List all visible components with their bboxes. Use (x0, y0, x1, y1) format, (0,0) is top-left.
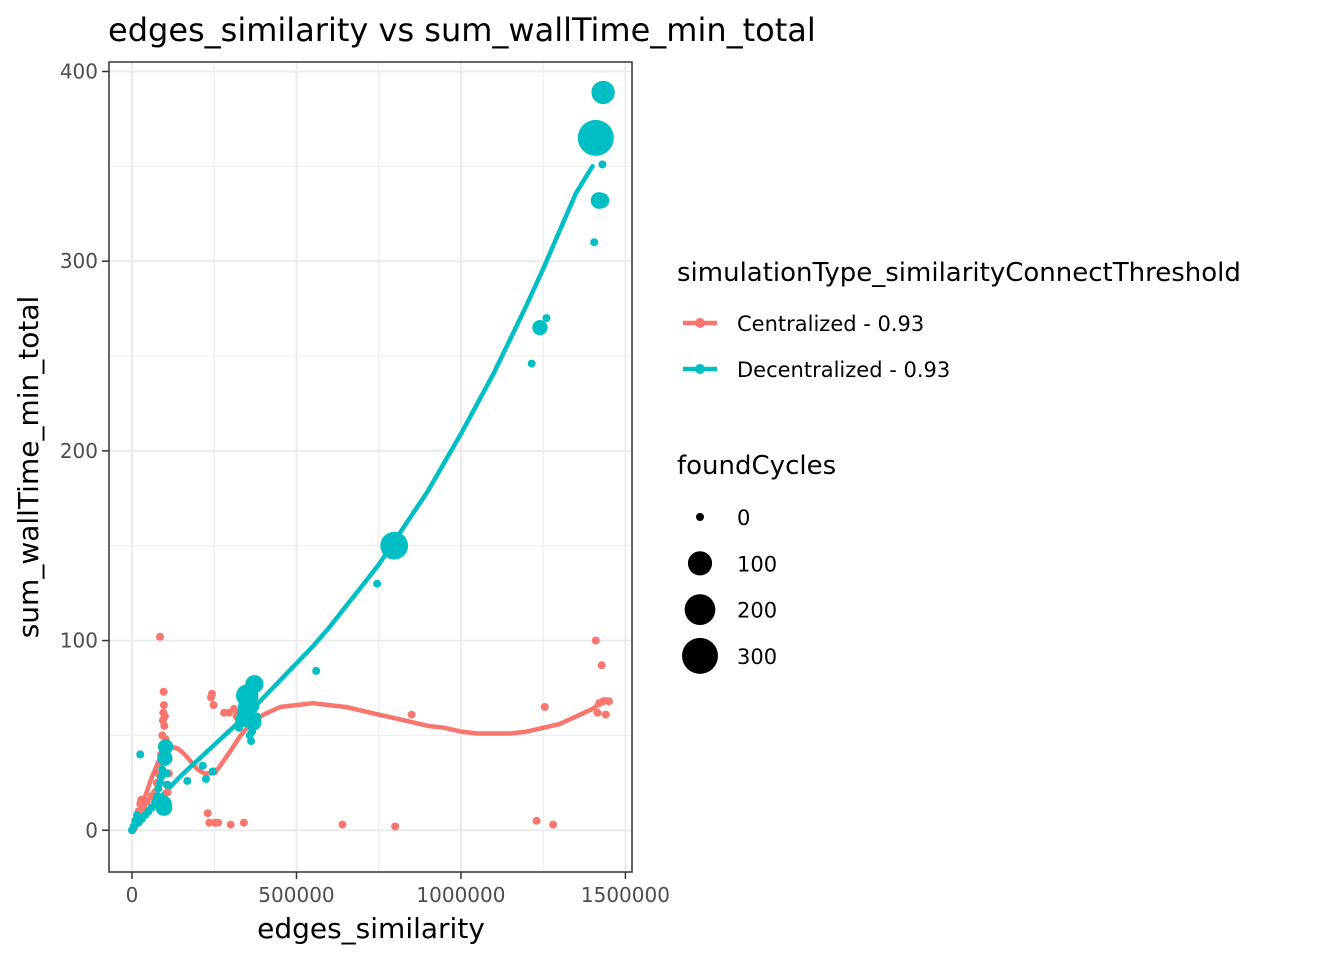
color-legend: simulationType_similarityConnectThreshol… (677, 258, 1241, 382)
data-point-centralized (549, 820, 558, 829)
data-points (128, 80, 615, 835)
data-point-decentralized (532, 320, 548, 336)
size-legend-key (684, 594, 716, 625)
legend-label: Centralized - 0.93 (737, 312, 924, 336)
data-point-decentralized (241, 696, 260, 715)
y-tick-label: 300 (60, 249, 98, 273)
size-legend: foundCycles 0 100 200 300 (677, 451, 836, 674)
data-point-centralized (160, 712, 169, 721)
data-point-decentralized (591, 80, 615, 105)
data-point-centralized (226, 820, 235, 829)
y-axis-title: sum_wallTime_min_total (12, 296, 45, 639)
data-point-centralized (209, 701, 218, 710)
plot-background (109, 62, 632, 872)
legend-label: Decentralized - 0.93 (737, 358, 950, 382)
x-axis: 0 500000 1000000 1500000 (126, 872, 670, 907)
data-point-decentralized (183, 776, 192, 785)
data-point-centralized (593, 708, 602, 717)
data-point-centralized (203, 809, 212, 818)
data-point-centralized (208, 689, 216, 698)
data-point-centralized (205, 818, 214, 827)
data-point-centralized (599, 697, 608, 706)
data-point-decentralized (247, 737, 256, 746)
size-legend-key (687, 551, 713, 576)
data-point-decentralized (157, 750, 173, 766)
size-legend-key (696, 513, 704, 521)
data-point-centralized (532, 816, 541, 825)
data-point-centralized (163, 788, 172, 797)
trend-line-centralized (129, 697, 608, 833)
data-point-centralized (214, 818, 223, 827)
data-point-decentralized (158, 739, 174, 755)
data-point-decentralized (312, 666, 321, 675)
chart-title: edges_similarity vs sum_wallTime_min_tot… (108, 11, 816, 49)
data-point-decentralized (157, 773, 165, 782)
data-point-centralized (156, 632, 164, 641)
data-point-decentralized (590, 238, 599, 247)
plot-panel (108, 61, 633, 873)
data-point-decentralized (527, 359, 536, 368)
data-point-decentralized (594, 192, 610, 209)
data-point-centralized (160, 721, 169, 730)
data-point-decentralized (253, 712, 261, 721)
y-tick-label: 0 (85, 818, 98, 842)
size-legend-label: 300 (737, 645, 777, 669)
size-legend-title: foundCycles (677, 451, 836, 481)
data-point-centralized (597, 661, 606, 670)
data-point-centralized (407, 710, 416, 719)
x-tick-label: 500000 (258, 883, 334, 907)
data-point-centralized (391, 822, 400, 831)
x-tick-label: 1000000 (416, 883, 505, 907)
data-point-centralized (601, 710, 610, 719)
grid-minor (109, 62, 632, 872)
data-point-decentralized (136, 750, 145, 759)
data-point-decentralized (380, 531, 409, 560)
data-point-decentralized (155, 799, 173, 816)
data-point-centralized (159, 701, 168, 710)
data-point-centralized (159, 687, 168, 696)
y-tick-label: 400 (60, 59, 98, 83)
size-legend-label: 0 (737, 506, 750, 530)
data-point-decentralized (202, 775, 210, 783)
data-point-centralized (239, 818, 248, 827)
data-point-centralized (338, 820, 347, 829)
size-legend-key (682, 637, 718, 674)
x-tick-label: 1500000 (581, 883, 670, 907)
data-point-decentralized (245, 675, 264, 694)
data-point-centralized (591, 636, 600, 645)
data-point-centralized (142, 797, 151, 806)
legend-key-point (695, 364, 705, 374)
size-legend-label: 200 (737, 599, 777, 623)
x-tick-label: 0 (126, 883, 139, 907)
color-legend-title: simulationType_similarityConnectThreshol… (677, 258, 1241, 288)
data-point-decentralized (198, 761, 207, 770)
y-tick-label: 100 (60, 629, 98, 653)
x-axis-title: edges_similarity (257, 912, 485, 945)
trend-line-decentralized (129, 164, 595, 833)
data-point-decentralized (542, 314, 551, 323)
grid-major (109, 62, 632, 872)
data-point-centralized (605, 697, 613, 706)
data-point-decentralized (162, 769, 171, 778)
data-point-centralized (540, 703, 549, 711)
legend-key-point (695, 318, 705, 328)
y-tick-label: 200 (60, 439, 98, 463)
size-legend-label: 100 (737, 552, 777, 576)
plot-border (108, 61, 633, 873)
data-point-decentralized (208, 767, 217, 776)
data-point-decentralized (163, 780, 172, 789)
data-point-decentralized (251, 721, 260, 730)
data-point-decentralized (598, 160, 607, 169)
data-point-decentralized (601, 143, 610, 152)
data-point-decentralized (577, 119, 614, 156)
trend-lines (129, 164, 608, 833)
data-point-decentralized (373, 579, 382, 588)
y-axis: 0 100 200 300 400 (60, 59, 109, 842)
